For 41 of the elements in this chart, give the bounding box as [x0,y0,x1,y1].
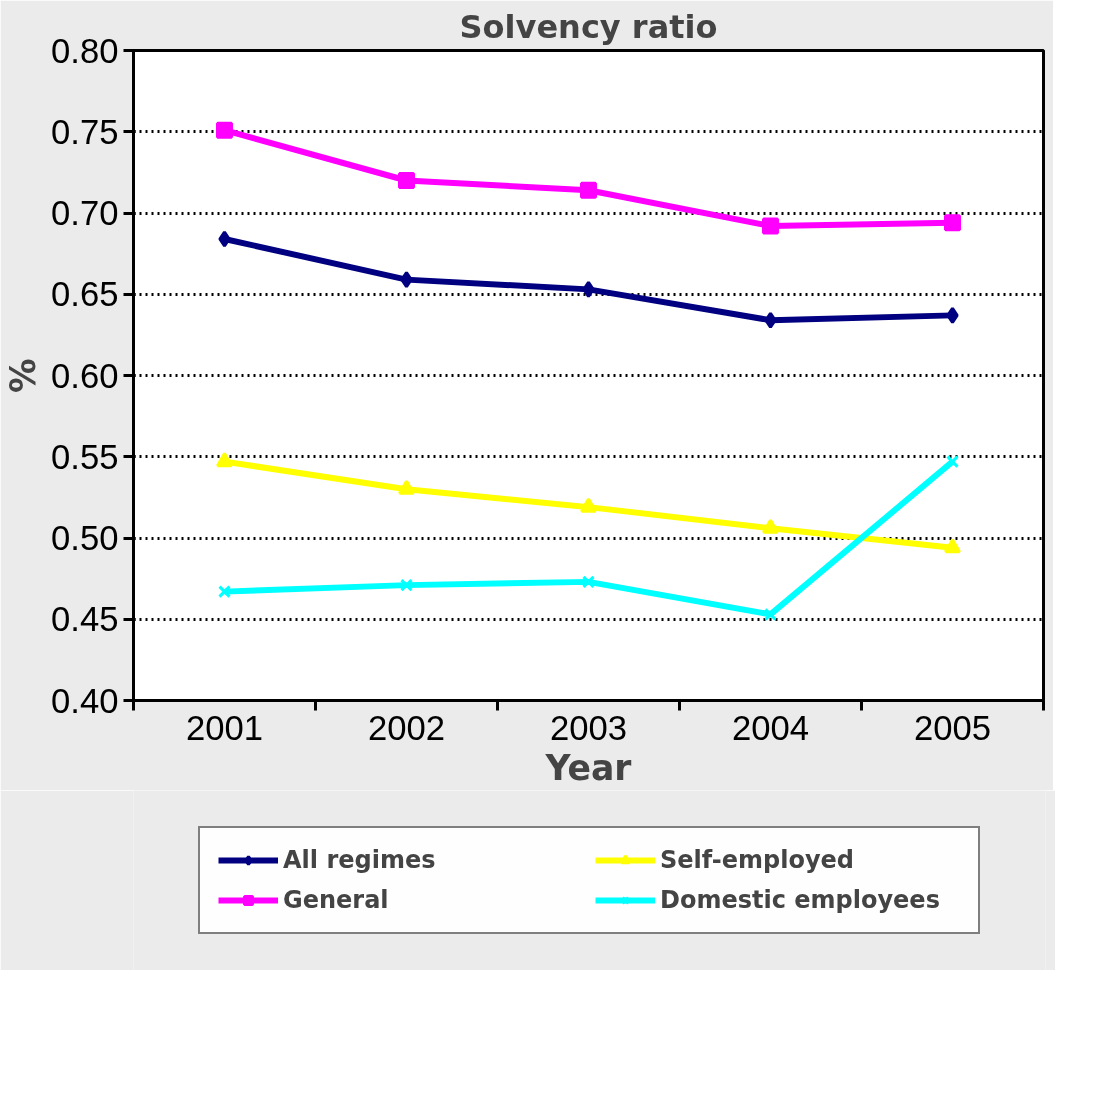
point [582,575,595,589]
point [398,172,415,189]
point [216,452,233,468]
point [218,585,231,599]
point [580,497,597,513]
legend-label: All regimes [283,846,437,874]
point [216,121,233,139]
point [398,479,415,495]
point [762,518,779,534]
y-tick-label: 0.55 [51,437,119,476]
x-tick-label: 2003 [549,708,628,747]
y-tick-label: 0.65 [51,275,119,314]
y-tick-label: 0.70 [51,194,119,232]
point [946,455,959,469]
point [580,181,597,199]
legend-label: General [283,886,390,914]
y-tick-label: 0.40 [51,681,119,720]
legend-label: Self-employed [660,846,856,874]
chart-title: Solvency ratio [459,7,718,46]
point [582,280,595,298]
point [400,578,413,592]
x-tick-label: 2001 [185,708,264,747]
point [946,306,959,324]
point [764,607,777,621]
legend-label: Domestic employees [660,886,941,914]
y-tick-label: 0.80 [51,31,119,70]
point [762,217,779,235]
x-tick-label: 2005 [913,708,992,747]
point [944,214,961,232]
y-axis-title: % [3,358,44,393]
point [400,271,413,289]
x-tick-label: 2002 [367,708,446,747]
y-tick-label: 0.45 [51,600,119,639]
point [944,538,961,554]
x-tick-label: 2004 [731,708,810,747]
point [218,230,231,248]
y-tick-label: 0.50 [51,519,119,557]
x-axis-title: Year [544,747,632,788]
y-tick-label: 0.75 [51,112,119,151]
point [764,311,777,329]
y-tick-label: 0.60 [51,356,119,395]
